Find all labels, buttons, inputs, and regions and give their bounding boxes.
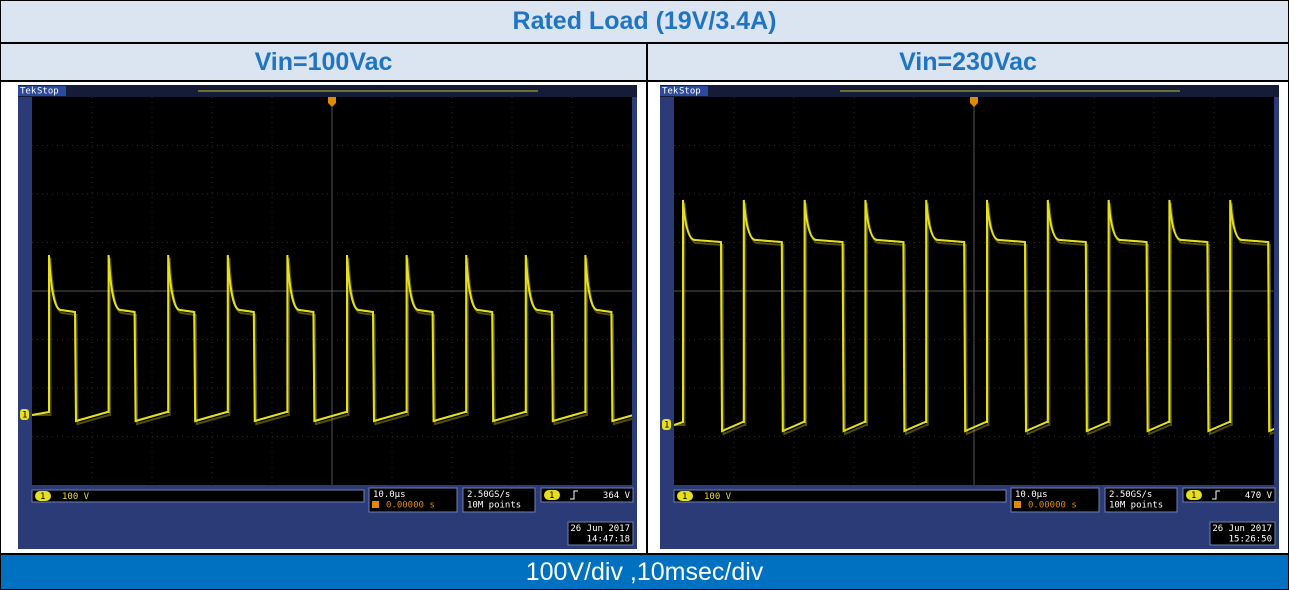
- vertical-scale: 100 V: [62, 492, 90, 502]
- status: Stop: [37, 87, 59, 97]
- channel-marker: [662, 419, 671, 430]
- channel-badge-label: 1: [40, 492, 45, 502]
- trigger-badge: [1186, 490, 1202, 500]
- trigger-channel: 1: [549, 491, 554, 501]
- time: 15:26:50: [1229, 535, 1272, 545]
- channel-badge: [677, 491, 693, 501]
- scope-cell: Tek Stop 1 1 100 V 10.0µs 0.00000 s 2.50GS/s 10M…: [1, 82, 646, 553]
- trigger-box: [1182, 487, 1276, 503]
- channel-badge: [35, 491, 51, 501]
- timebase-box: [1010, 487, 1100, 513]
- channel-badge-label: 1: [682, 492, 687, 502]
- vertical-scale: 100 V: [704, 492, 732, 502]
- date: 26 Jun 2017: [1212, 524, 1272, 534]
- trigger-level: 364 V: [603, 491, 631, 501]
- date: 26 Jun 2017: [570, 524, 630, 534]
- trigger-marker: [328, 97, 336, 107]
- date-box: [567, 521, 634, 546]
- acquisition-box: [1104, 487, 1178, 513]
- column-title: Vin=230Vac: [648, 44, 1288, 80]
- title: Rated Load (19V/3.4A): [1, 1, 1288, 42]
- trigger-slope: [1212, 490, 1220, 500]
- record-length: 10M points: [467, 501, 521, 511]
- status-badge: [18, 86, 66, 96]
- waveform: [32, 254, 632, 423]
- trigger-channel: 1: [1191, 491, 1196, 501]
- timebase: 10.0µs: [373, 490, 406, 500]
- delay: 0.00000 s: [386, 501, 435, 511]
- date-box: [1209, 521, 1276, 546]
- status-badge: [660, 86, 708, 96]
- time: 14:47:18: [587, 535, 630, 545]
- delay-icon: [1014, 501, 1021, 508]
- channel-box: [673, 489, 1007, 503]
- trigger-marker: [970, 97, 978, 107]
- status: Stop: [679, 87, 701, 97]
- channel-marker-label: 1: [664, 421, 669, 431]
- waveform: [674, 199, 1274, 433]
- column-headers: Vin=100Vac Vin=230Vac: [1, 44, 1288, 80]
- sample-rate: 2.50GS/s: [467, 490, 510, 500]
- trigger-level: 470 V: [1245, 491, 1273, 501]
- brand: Tek: [20, 87, 37, 97]
- delay-icon: [372, 501, 379, 508]
- channel-marker-label: 1: [22, 411, 27, 421]
- delay: 0.00000 s: [1028, 501, 1077, 511]
- trigger-box: [540, 487, 634, 503]
- sample-rate: 2.50GS/s: [1109, 490, 1152, 500]
- scope-row: Tek Stop 1 1 100 V 10.0µs 0.00000 s 2.50GS/s 10M…: [1, 82, 1288, 553]
- trigger-slope: [570, 490, 578, 500]
- trigger-badge: [544, 490, 560, 500]
- timebase: 10.0µs: [1015, 490, 1048, 500]
- channel-marker: [20, 409, 29, 420]
- timebase-box: [368, 487, 458, 513]
- acquisition-box: [462, 487, 536, 513]
- caption: 100V/div ,10msec/div: [1, 555, 1288, 589]
- brand: Tek: [662, 87, 679, 97]
- column-title: Vin=100Vac: [1, 44, 646, 80]
- channel-box: [31, 489, 365, 503]
- record-length: 10M points: [1109, 501, 1163, 511]
- scope-cell: Tek Stop 1 1 100 V 10.0µs 0.00000 s 2.50GS/s 10M…: [648, 82, 1288, 553]
